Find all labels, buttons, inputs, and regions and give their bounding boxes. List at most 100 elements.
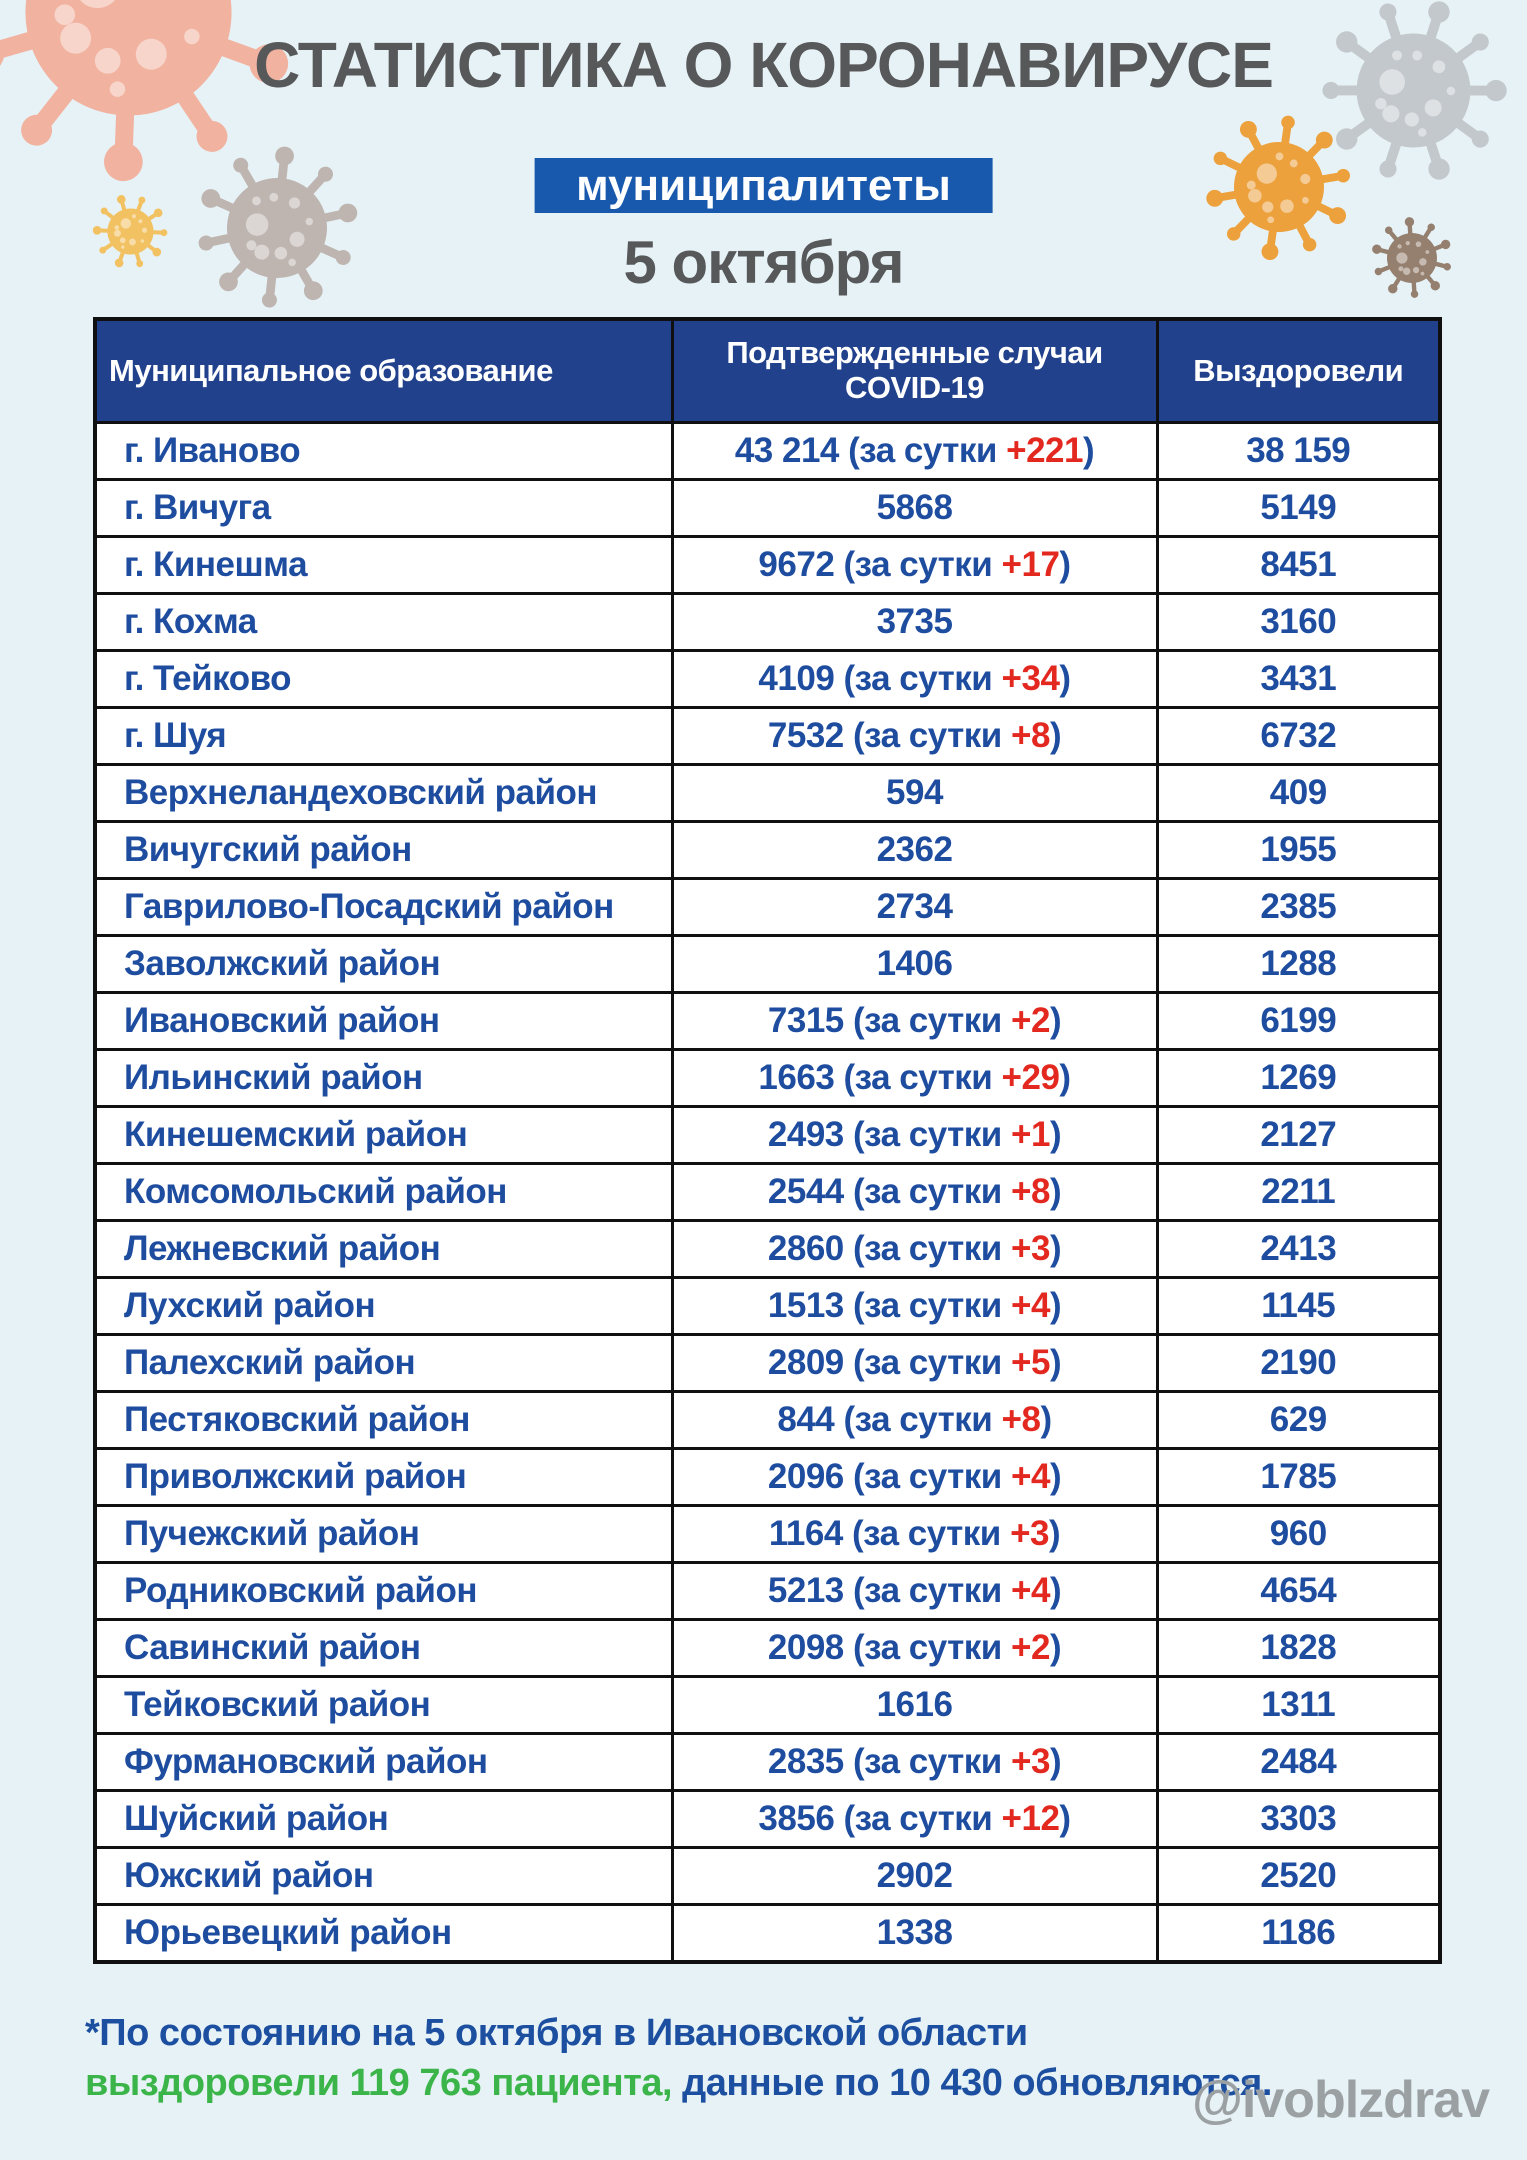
- table-row: Гаврилово-Посадский район 2734 2385: [93, 877, 1442, 937]
- daily-delta: +2: [1011, 1001, 1050, 1040]
- municipality-name: Юрьевецкий район: [93, 1903, 674, 1964]
- header-recovered: Выздоровели: [1155, 317, 1442, 424]
- table-body: г. Иваново 43 214 (за сутки +221) 38 159…: [93, 421, 1442, 1964]
- daily-delta: +3: [1011, 1742, 1050, 1781]
- municipality-name: Лежневский район: [93, 1219, 674, 1279]
- cases-value: 2096 (за сутки +4): [670, 1447, 1159, 1507]
- municipality-name: Южский район: [93, 1846, 674, 1906]
- recovered-value: 629: [1155, 1390, 1442, 1450]
- date-title: 5 октября: [623, 229, 904, 296]
- municipality-name: Шуйский район: [93, 1789, 674, 1849]
- municipality-name: Вичугский район: [93, 820, 674, 880]
- daily-delta: +8: [1011, 1172, 1050, 1211]
- municipality-name: Ивановский район: [93, 991, 674, 1051]
- cases-value: 1513 (за сутки +4): [670, 1276, 1159, 1336]
- footnote: *По состоянию на 5 октября в Ивановской …: [85, 2008, 1272, 2108]
- municipality-name: г. Кинешма: [93, 535, 674, 595]
- municipality-name: Приволжский район: [93, 1447, 674, 1507]
- table-row: Тейковский район 1616 1311: [93, 1675, 1442, 1735]
- municipality-name: Пучежский район: [93, 1504, 674, 1564]
- cases-value: 2860 (за сутки +3): [670, 1219, 1159, 1279]
- recovered-value: 960: [1155, 1504, 1442, 1564]
- recovered-value: 1955: [1155, 820, 1442, 880]
- recovered-value: 1785: [1155, 1447, 1442, 1507]
- daily-delta: +8: [1011, 716, 1050, 755]
- daily-delta: +17: [1001, 545, 1060, 584]
- table-row: г. Вичуга 5868 5149: [93, 478, 1442, 538]
- recovered-value: 2127: [1155, 1105, 1442, 1165]
- table-row: г. Иваново 43 214 (за сутки +221) 38 159: [93, 421, 1442, 481]
- table-row: Вичугский район 2362 1955: [93, 820, 1442, 880]
- table-row: Заволжский район 1406 1288: [93, 934, 1442, 994]
- table-row: Пестяковский район 844 (за сутки +8) 629: [93, 1390, 1442, 1450]
- table-row: Ильинский район 1663 (за сутки +29) 1269: [93, 1048, 1442, 1108]
- social-handle: @ivoblzdrav: [1192, 2071, 1490, 2129]
- cases-value: 2902: [670, 1846, 1159, 1906]
- municipality-name: г. Вичуга: [93, 478, 674, 538]
- cases-value: 2734: [670, 877, 1159, 937]
- table-header-row: Муниципальное образование Подтвержденные…: [93, 317, 1442, 424]
- table-row: Шуйский район 3856 (за сутки +12) 3303: [93, 1789, 1442, 1849]
- municipality-name: г. Тейково: [93, 649, 674, 709]
- recovered-value: 2520: [1155, 1846, 1442, 1906]
- cases-value: 3856 (за сутки +12): [670, 1789, 1159, 1849]
- table-row: Верхнеландеховский район 594 409: [93, 763, 1442, 823]
- cases-value: 594: [670, 763, 1159, 823]
- cases-value: 2362: [670, 820, 1159, 880]
- recovered-value: 409: [1155, 763, 1442, 823]
- cases-value: 2835 (за сутки +3): [670, 1732, 1159, 1792]
- footnote-line2-rest: данные по 10 430 обновляются.: [672, 2062, 1272, 2104]
- cases-value: 2544 (за сутки +8): [670, 1162, 1159, 1222]
- municipality-name: Палехский район: [93, 1333, 674, 1393]
- table-row: г. Кохма 3735 3160: [93, 592, 1442, 652]
- daily-delta: +221: [1006, 431, 1083, 470]
- recovered-value: 2211: [1155, 1162, 1442, 1222]
- table-row: Приволжский район 2096 (за сутки +4) 178…: [93, 1447, 1442, 1507]
- daily-delta: +3: [1011, 1229, 1050, 1268]
- cases-value: 2493 (за сутки +1): [670, 1105, 1159, 1165]
- cases-value: 5213 (за сутки +4): [670, 1561, 1159, 1621]
- daily-delta: +1: [1011, 1115, 1050, 1154]
- subtitle-badge: муниципалитеты: [534, 158, 993, 213]
- recovered-value: 1269: [1155, 1048, 1442, 1108]
- municipality-name: Заволжский район: [93, 934, 674, 994]
- recovered-value: 3431: [1155, 649, 1442, 709]
- recovered-value: 2484: [1155, 1732, 1442, 1792]
- cases-value: 43 214 (за сутки +221): [670, 421, 1159, 481]
- footnote-line2: выздоровели 119 763 пациента, данные по …: [85, 2058, 1272, 2108]
- daily-delta: +29: [1001, 1058, 1060, 1097]
- cases-value: 1616: [670, 1675, 1159, 1735]
- daily-delta: +34: [1001, 659, 1060, 698]
- footnote-recovered-highlight: выздоровели 119 763 пациента,: [85, 2062, 673, 2104]
- table-row: г. Шуя 7532 (за сутки +8) 6732: [93, 706, 1442, 766]
- footnote-line1: *По состоянию на 5 октября в Ивановской …: [85, 2012, 1028, 2054]
- table-row: Комсомольский район 2544 (за сутки +8) 2…: [93, 1162, 1442, 1222]
- cases-value: 4109 (за сутки +34): [670, 649, 1159, 709]
- cases-value: 5868: [670, 478, 1159, 538]
- table-row: Юрьевецкий район 1338 1186: [93, 1903, 1442, 1964]
- recovered-value: 8451: [1155, 535, 1442, 595]
- cases-value: 1338: [670, 1903, 1159, 1964]
- daily-delta: +2: [1011, 1628, 1050, 1667]
- municipality-name: Пестяковский район: [93, 1390, 674, 1450]
- municipality-name: г. Иваново: [93, 421, 674, 481]
- municipality-name: Верхнеландеховский район: [93, 763, 674, 823]
- municipality-name: г. Шуя: [93, 706, 674, 766]
- cases-value: 9672 (за сутки +17): [670, 535, 1159, 595]
- recovered-value: 38 159: [1155, 421, 1442, 481]
- table-row: Савинский район 2098 (за сутки +2) 1828: [93, 1618, 1442, 1678]
- recovered-value: 6732: [1155, 706, 1442, 766]
- header-municipality: Муниципальное образование: [93, 317, 674, 424]
- daily-delta: +8: [1001, 1400, 1041, 1439]
- daily-delta: +5: [1011, 1343, 1050, 1382]
- municipality-name: г. Кохма: [93, 592, 674, 652]
- page-title: СТАТИСТИКА О КОРОНАВИРУСЕ: [254, 29, 1274, 101]
- daily-delta: +3: [1010, 1514, 1049, 1553]
- recovered-value: 6199: [1155, 991, 1442, 1051]
- table-row: Южский район 2902 2520: [93, 1846, 1442, 1906]
- cases-value: 844 (за сутки +8): [670, 1390, 1159, 1450]
- municipality-name: Фурмановский район: [93, 1732, 674, 1792]
- table-row: Родниковский район 5213 (за сутки +4) 46…: [93, 1561, 1442, 1621]
- table-row: г. Кинешма 9672 (за сутки +17) 8451: [93, 535, 1442, 595]
